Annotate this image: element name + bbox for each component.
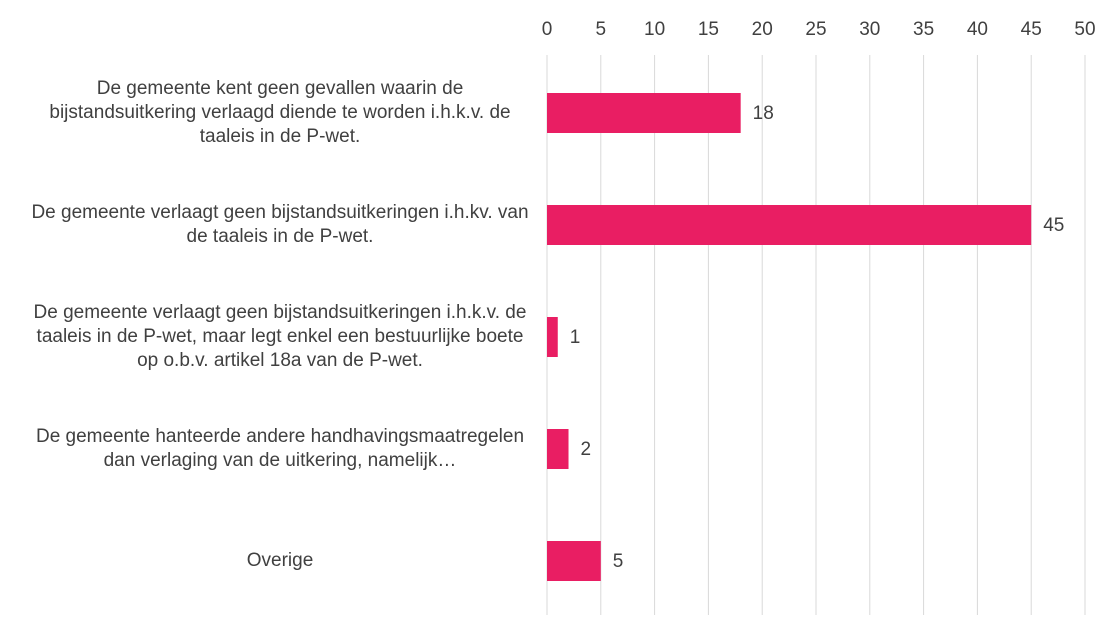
data-label: 2 <box>581 439 592 460</box>
x-tick-label: 40 <box>967 19 988 40</box>
bar <box>547 93 741 133</box>
x-tick-label: 35 <box>913 19 934 40</box>
x-tick-label: 25 <box>805 19 826 40</box>
x-tick-label: 20 <box>752 19 773 40</box>
data-label: 18 <box>753 103 774 124</box>
data-label: 1 <box>570 327 581 348</box>
bar <box>547 541 601 581</box>
x-tick-label: 0 <box>542 19 553 40</box>
bar <box>547 429 569 469</box>
bar <box>547 317 558 357</box>
y-tick-label: De gemeente hanteerde andere handhavings… <box>35 426 525 471</box>
y-tick-label: De gemeente kent geen gevallen waarin de… <box>49 78 511 147</box>
x-tick-label: 15 <box>698 19 719 40</box>
bar <box>547 205 1032 245</box>
x-tick-label: 50 <box>1074 19 1095 40</box>
y-tick-label: De gemeente verlaagt geen bijstandsuitke… <box>31 202 529 247</box>
x-tick-label: 45 <box>1021 19 1042 40</box>
data-label: 45 <box>1043 215 1064 236</box>
y-tick-label: Overige <box>246 550 314 571</box>
x-tick-label: 10 <box>644 19 665 40</box>
y-tick-label: De gemeente verlaagt geen bijstandsuitke… <box>33 302 527 371</box>
x-tick-label: 5 <box>596 19 607 40</box>
x-tick-label: 30 <box>859 19 880 40</box>
data-label: 5 <box>613 551 624 572</box>
